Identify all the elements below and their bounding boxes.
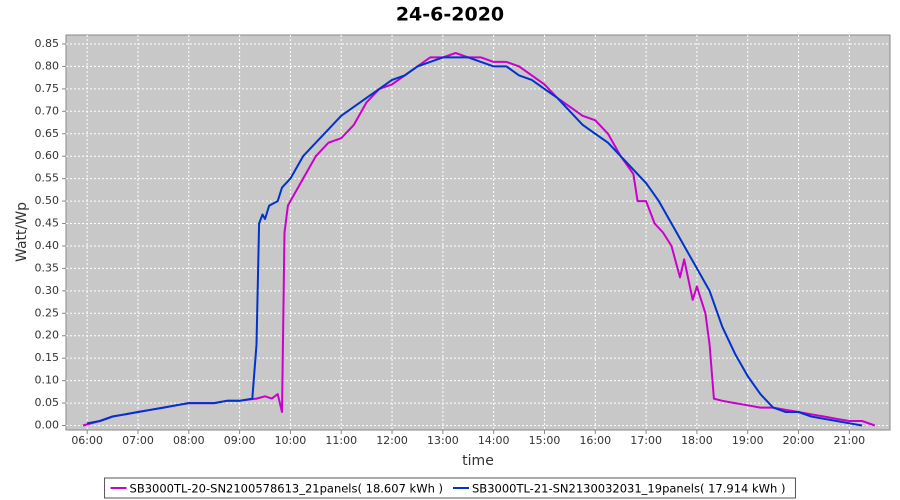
x-tick-label: 13:00 xyxy=(427,434,459,447)
x-tick-label: 16:00 xyxy=(579,434,611,447)
y-tick-label: 0.25 xyxy=(35,306,60,319)
x-tick-label: 06:00 xyxy=(71,434,103,447)
y-tick-label: 0.05 xyxy=(35,396,60,409)
y-tick-label: 0.65 xyxy=(35,127,60,140)
y-tick-label: 0.70 xyxy=(35,104,60,117)
x-tick-label: 21:00 xyxy=(833,434,865,447)
y-tick-label: 0.00 xyxy=(35,419,60,432)
series-line xyxy=(87,56,863,427)
x-tick-label: 12:00 xyxy=(376,434,408,447)
y-tick-label: 0.20 xyxy=(35,329,60,342)
x-tick-label: 11:00 xyxy=(325,434,357,447)
chart-title: 24-6-2020 xyxy=(396,4,504,26)
y-tick-label: 0.40 xyxy=(35,239,60,252)
y-tick-label: 0.50 xyxy=(35,194,60,207)
y-tick-label: 0.55 xyxy=(35,172,60,185)
y-tick-label: 0.60 xyxy=(35,149,60,162)
y-tick-label: 0.85 xyxy=(35,37,60,50)
legend-label: SB3000TL-20-SN2100578613_21panels( 18.60… xyxy=(130,482,443,496)
y-tick-label: 0.80 xyxy=(35,59,60,72)
y-axis-label: Watt/Wp xyxy=(14,202,30,262)
x-tick-label: 20:00 xyxy=(783,434,815,447)
legend-label: SB3000TL-21-SN2130032031_19panels( 17.91… xyxy=(472,482,785,496)
plot-area xyxy=(65,34,891,431)
y-tick-label: 0.35 xyxy=(35,261,60,274)
x-tick-label: 19:00 xyxy=(732,434,764,447)
x-axis-label: time xyxy=(462,453,494,469)
x-tick-label: 18:00 xyxy=(681,434,713,447)
y-tick-label: 0.10 xyxy=(35,374,60,387)
x-tick-label: 14:00 xyxy=(478,434,510,447)
legend xyxy=(104,477,796,499)
y-tick-label: 0.75 xyxy=(35,82,60,95)
x-tick-label: 09:00 xyxy=(224,434,256,447)
y-tick-label: 0.45 xyxy=(35,217,60,230)
y-tick-label: 0.30 xyxy=(35,284,60,297)
x-tick-label: 15:00 xyxy=(529,434,561,447)
x-tick-label: 10:00 xyxy=(275,434,307,447)
x-tick-label: 08:00 xyxy=(173,434,205,447)
x-tick-label: 17:00 xyxy=(630,434,662,447)
y-tick-label: 0.15 xyxy=(35,351,60,364)
x-tick-label: 07:00 xyxy=(122,434,154,447)
